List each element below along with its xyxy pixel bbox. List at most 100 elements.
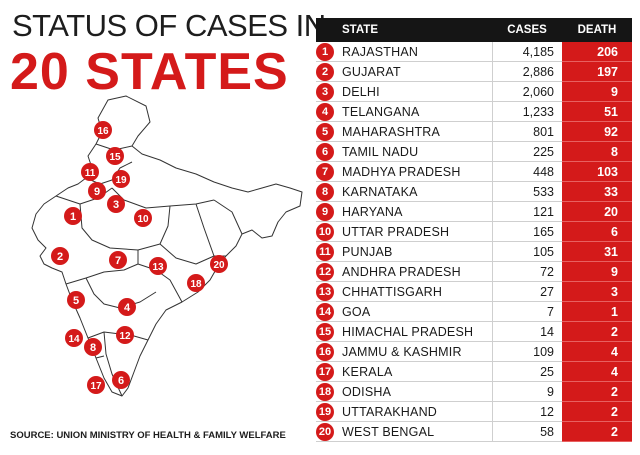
svg-text:12: 12 <box>119 331 131 342</box>
row-cases: 58 <box>492 421 562 442</box>
row-number-badge: 13 <box>316 283 334 301</box>
table-row: 11 PUNJAB 105 31 <box>316 241 632 262</box>
row-number-badge: 2 <box>316 63 334 81</box>
row-number-badge: 8 <box>316 183 334 201</box>
map-marker-5: 5 <box>67 291 85 309</box>
map-markers: 1 2 3 4 5 6 7 8 9 10 11 12 13 14 15 16 1… <box>51 121 228 394</box>
table-row: 6 TAMIL NADU 225 8 <box>316 141 632 162</box>
row-death: 9 <box>562 261 632 282</box>
map-marker-7: 7 <box>109 251 127 269</box>
row-number-badge: 1 <box>316 43 334 61</box>
row-cases: 105 <box>492 241 562 262</box>
svg-text:14: 14 <box>68 334 80 345</box>
row-number-badge: 9 <box>316 203 334 221</box>
map-marker-2: 2 <box>51 247 69 265</box>
row-number-badge: 18 <box>316 383 334 401</box>
row-death: 8 <box>562 141 632 162</box>
row-state: ODISHA <box>342 384 392 399</box>
row-state: TAMIL NADU <box>342 144 419 159</box>
svg-text:1: 1 <box>70 211 76 223</box>
table-row: 12 ANDHRA PRADESH 72 9 <box>316 261 632 282</box>
row-state: MADHYA PRADESH <box>342 164 461 179</box>
row-cases: 109 <box>492 341 562 362</box>
row-state: UTTARAKHAND <box>342 404 438 419</box>
row-state: KERALA <box>342 364 393 379</box>
svg-text:13: 13 <box>152 262 164 273</box>
table-row: 7 MADHYA PRADESH 448 103 <box>316 161 632 182</box>
svg-text:7: 7 <box>115 255 121 267</box>
map-marker-14: 14 <box>65 329 83 347</box>
row-state: GOA <box>342 304 371 319</box>
map-marker-3: 3 <box>107 195 125 213</box>
row-number-badge: 16 <box>316 343 334 361</box>
row-cases: 7 <box>492 301 562 322</box>
table-row: 1 RAJASTHAN 4,185 206 <box>316 41 632 62</box>
row-state: JAMMU & KASHMIR <box>342 344 462 359</box>
table-row: 3 DELHI 2,060 9 <box>316 81 632 102</box>
row-death: 197 <box>562 61 632 82</box>
map-marker-20: 20 <box>210 255 228 273</box>
row-cases: 27 <box>492 281 562 302</box>
map-outline <box>31 95 303 397</box>
map-marker-13: 13 <box>149 257 167 275</box>
row-death: 20 <box>562 201 632 222</box>
row-cases: 72 <box>492 261 562 282</box>
row-death: 31 <box>562 241 632 262</box>
table-row: 5 MAHARASHTRA 801 92 <box>316 121 632 142</box>
map-marker-4: 4 <box>118 298 136 316</box>
header-cases: CASES <box>507 24 547 36</box>
svg-text:4: 4 <box>124 302 131 314</box>
table-row: 20 WEST BENGAL 58 2 <box>316 421 632 442</box>
table-row: 9 HARYANA 121 20 <box>316 201 632 222</box>
row-death: 3 <box>562 281 632 302</box>
table-row: 8 KARNATAKA 533 33 <box>316 181 632 202</box>
row-state: WEST BENGAL <box>342 424 435 439</box>
svg-text:6: 6 <box>118 375 124 387</box>
row-death: 2 <box>562 321 632 342</box>
row-state: KARNATAKA <box>342 184 418 199</box>
row-state: DELHI <box>342 84 380 99</box>
row-number-badge: 15 <box>316 323 334 341</box>
table-row: 10 UTTAR PRADESH 165 6 <box>316 221 632 242</box>
row-cases: 801 <box>492 121 562 142</box>
row-death: 51 <box>562 101 632 122</box>
row-cases: 121 <box>492 201 562 222</box>
row-number-badge: 14 <box>316 303 334 321</box>
row-death: 1 <box>562 301 632 322</box>
map-marker-1: 1 <box>64 207 82 225</box>
svg-text:20: 20 <box>213 260 225 271</box>
table-row: 18 ODISHA 9 2 <box>316 381 632 402</box>
title-line-2: 20 STATES <box>10 43 289 101</box>
row-state: HIMACHAL PRADESH <box>342 324 474 339</box>
map-marker-19: 19 <box>112 170 130 188</box>
svg-text:19: 19 <box>115 175 127 186</box>
map-marker-9: 9 <box>88 182 106 200</box>
table-row: 17 KERALA 25 4 <box>316 361 632 382</box>
row-cases: 2,060 <box>492 81 562 102</box>
row-death: 6 <box>562 221 632 242</box>
header-death: DEATH <box>577 24 617 36</box>
cases-table: STATE CASES DEATH 1 RAJASTHAN 4,185 206 2 GU… <box>316 18 632 442</box>
row-cases: 533 <box>492 181 562 202</box>
row-death: 33 <box>562 181 632 202</box>
table-row: 19 UTTARAKHAND 12 2 <box>316 401 632 422</box>
row-state: RAJASTHAN <box>342 44 419 59</box>
row-number-badge: 3 <box>316 83 334 101</box>
source-note: SOURCE: UNION MINISTRY OF HEALTH & FAMIL… <box>10 430 286 441</box>
row-death: 4 <box>562 361 632 382</box>
row-state: GUJARAT <box>342 64 401 79</box>
row-number-badge: 20 <box>316 423 334 441</box>
table-row: 4 TELANGANA 1,233 51 <box>316 101 632 122</box>
row-death: 92 <box>562 121 632 142</box>
table-header: STATE CASES DEATH <box>316 18 632 42</box>
row-cases: 448 <box>492 161 562 182</box>
row-death: 2 <box>562 421 632 442</box>
row-number-badge: 7 <box>316 163 334 181</box>
row-state: ANDHRA PRADESH <box>342 264 461 279</box>
row-number-badge: 12 <box>316 263 334 281</box>
row-cases: 1,233 <box>492 101 562 122</box>
table-row: 15 HIMACHAL PRADESH 14 2 <box>316 321 632 342</box>
svg-text:15: 15 <box>109 152 121 163</box>
row-state: MAHARASHTRA <box>342 124 441 139</box>
row-death: 4 <box>562 341 632 362</box>
